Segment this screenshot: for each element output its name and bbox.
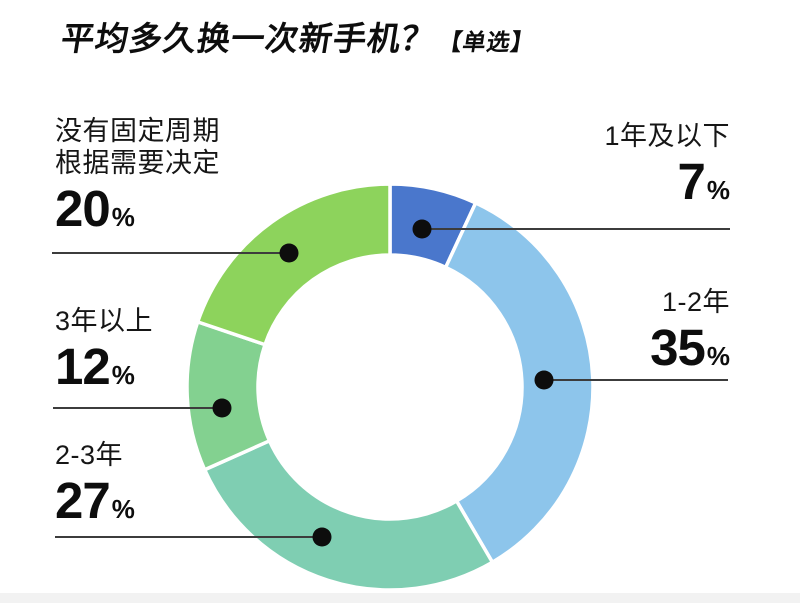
callout-category: 3年以上: [55, 306, 154, 336]
title-tag: 【单选】: [436, 29, 537, 55]
callout-2-3-years: 2-3年 27%: [55, 440, 135, 526]
callout-value-row: 7%: [604, 152, 731, 210]
callout-value-row: 12%: [55, 341, 153, 392]
callout-category: 1-2年: [661, 287, 730, 317]
leader-dot-4: [279, 243, 299, 263]
callout-no-fixed-cycle: 没有固定周期 根据需要决定 20%: [55, 116, 220, 234]
bottom-strip: [0, 593, 800, 603]
leader-dot-2: [312, 527, 332, 547]
callout-value: 7: [677, 152, 706, 210]
leader-dot-1: [534, 370, 554, 390]
percent-sign: %: [111, 493, 135, 524]
callout-1-2-years: 1-2年 35%: [650, 287, 730, 373]
callout-value: 35: [650, 318, 706, 376]
donut-segment-3: [185, 320, 272, 472]
percent-sign: %: [111, 359, 135, 390]
callout-value-row: 20%: [55, 183, 220, 234]
callout-category-line2: 根据需要决定: [55, 147, 220, 178]
callout-under-1-year: 1年及以下 7%: [604, 121, 730, 207]
leader-dot-0: [412, 219, 432, 239]
page-title: 平均多久换一次新手机？【单选】: [58, 12, 540, 60]
callout-value: 27: [55, 471, 111, 529]
leader-dot-3: [212, 398, 232, 418]
callout-value-row: 27%: [55, 475, 135, 526]
callout-category: 1年及以下: [604, 121, 730, 151]
callout-value-row: 35%: [650, 322, 730, 373]
donut-segment-4: [195, 182, 392, 347]
donut-segment-1: [443, 201, 595, 565]
callout-category-line1: 没有固定周期: [55, 116, 220, 146]
title-text: 平均多久换一次新手机？: [58, 20, 439, 57]
donut-segment-2: [202, 439, 495, 592]
callout-value: 12: [55, 337, 111, 395]
percent-sign: %: [111, 201, 135, 232]
callout-value: 20: [55, 179, 111, 237]
percent-sign: %: [706, 174, 730, 205]
percent-sign: %: [706, 340, 730, 371]
callout-category: 2-3年: [55, 440, 124, 470]
callout-3-plus-years: 3年以上 12%: [55, 306, 153, 392]
